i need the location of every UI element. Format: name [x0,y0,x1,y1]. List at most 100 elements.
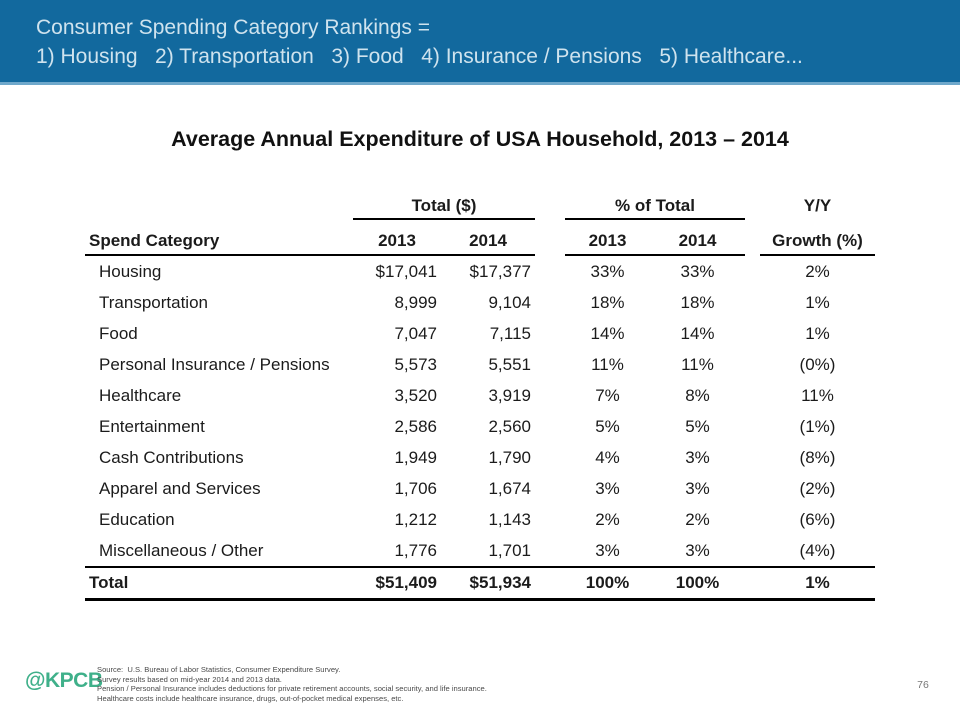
row-spacer [535,364,565,365]
row-pct-2013: 7% [595,385,620,405]
row-pct-2014: 18% [680,292,715,312]
row-growth: (6%) [799,509,836,529]
row-spacer [745,426,760,427]
row-pct-2014: 3% [685,540,710,560]
row-total-2013: 8,999 [394,292,437,312]
row-pct-2014: 3% [685,478,710,498]
row-growth: (0%) [799,354,836,374]
row-spacer [745,488,760,489]
expenditure-table: Total ($) % of Total Y/Y Spend Category … [85,188,875,601]
row-spacer [745,550,760,551]
source-notes: Source: U.S. Bureau of Labor Statistics,… [97,665,487,704]
row-spacer [535,550,565,551]
source-line: Healthcare costs include healthcare insu… [97,694,404,704]
header-bar: Consumer Spending Category Rankings = 1)… [0,0,960,85]
row-pct-2013: 33% [590,261,625,281]
column-header-total-2014: 2014 [441,231,535,256]
group-header-spacer [85,219,353,220]
row-category: Healthcare [99,385,182,405]
row-category: Food [99,323,138,343]
row-total-2013: 2,586 [394,416,437,436]
total-2014-dollars: $51,934 [469,573,531,592]
kpcb-logo: @KPCB [25,669,103,692]
row-spacer [535,457,565,458]
total-growth: 1% [805,573,830,592]
row-pct-2013: 2% [595,509,620,529]
row-total-2014: 1,790 [488,447,531,467]
table-row: Education 1,212 1,143 2% 2% (6%) [85,504,875,535]
column-header-spacer [535,255,565,256]
row-growth: 11% [801,385,834,405]
row-growth: (2%) [799,478,836,498]
table-row: Healthcare 3,520 3,919 7% 8% 11% [85,380,875,411]
row-pct-2013: 5% [595,416,620,436]
row-pct-2014: 14% [680,323,715,343]
row-spacer [535,426,565,427]
column-header-growth: Growth (%) [760,231,875,256]
row-category: Miscellaneous / Other [99,540,264,560]
row-category: Personal Insurance / Pensions [99,354,330,374]
column-header-spacer [745,255,760,256]
row-pct-2014: 33% [680,261,715,281]
source-line: Pension / Personal Insurance includes de… [97,684,487,694]
row-pct-2013: 18% [590,292,625,312]
row-total-2013: 3,520 [394,385,437,405]
page-number: 76 [917,679,929,691]
row-pct-2013: 3% [595,540,620,560]
row-total-2013: $17,041 [375,261,437,281]
total-2013-pct: 100% [585,573,630,592]
row-pct-2014: 5% [685,416,710,436]
row-growth: (1%) [799,416,836,436]
table-row: Cash Contributions 1,949 1,790 4% 3% (8%… [85,442,875,473]
page-title: Average Annual Expenditure of USA Househ… [171,127,789,151]
row-category: Cash Contributions [99,447,244,467]
row-pct-2013: 11% [591,354,624,374]
row-total-2013: 1,949 [394,447,437,467]
table-row: Housing $17,041 $17,377 33% 33% 2% [85,256,875,287]
row-spacer [535,271,565,272]
row-spacer [745,302,760,303]
row-spacer [745,519,760,520]
total-spacer [535,583,565,584]
row-spacer [535,519,565,520]
row-total-2014: 5,551 [488,354,531,374]
column-header-spend-category: Spend Category [85,231,353,256]
row-total-2013: 7,047 [394,323,437,343]
header-line-1: Consumer Spending Category Rankings = [36,16,430,39]
source-line: Source: U.S. Bureau of Labor Statistics,… [97,665,341,674]
row-pct-2014: 3% [685,447,710,467]
table-row: Miscellaneous / Other 1,776 1,701 3% 3% … [85,535,875,566]
row-category: Transportation [99,292,208,312]
row-growth: 1% [805,323,830,343]
table-body: Housing $17,041 $17,377 33% 33% 2% Trans… [85,256,875,566]
column-header-pct-2013: 2013 [565,231,650,256]
row-spacer [535,302,565,303]
total-2014-pct: 100% [675,573,720,592]
row-total-2014: 1,143 [488,509,531,529]
column-header-total-2013: 2013 [353,231,441,256]
table-total-row: Total $51,409 $51,934 100% 100% 1% [85,566,875,601]
table-row: Personal Insurance / Pensions 5,573 5,55… [85,349,875,380]
row-spacer [745,395,760,396]
group-header-yy: Y/Y [803,196,832,215]
row-spacer [535,333,565,334]
row-total-2014: 1,701 [488,540,531,560]
row-total-2014: $17,377 [469,261,531,281]
total-spacer [745,583,760,584]
table-column-header-row: Spend Category 2013 2014 2013 2014 Growt… [85,220,875,256]
row-pct-2013: 4% [595,447,620,467]
group-header-total-dollars: Total ($) [353,196,535,220]
table-row: Apparel and Services 1,706 1,674 3% 3% (… [85,473,875,504]
row-pct-2014: 11% [681,354,714,374]
row-total-2013: 1,776 [394,540,437,560]
row-spacer [535,395,565,396]
total-label: Total [89,573,129,592]
row-category: Education [99,509,175,529]
row-category: Apparel and Services [99,478,261,498]
row-pct-2013: 14% [590,323,625,343]
source-line: Survey results based on mid-year 2014 an… [97,674,282,684]
row-total-2014: 1,674 [488,478,531,498]
row-total-2013: 1,212 [394,509,437,529]
table-row: Food 7,047 7,115 14% 14% 1% [85,318,875,349]
